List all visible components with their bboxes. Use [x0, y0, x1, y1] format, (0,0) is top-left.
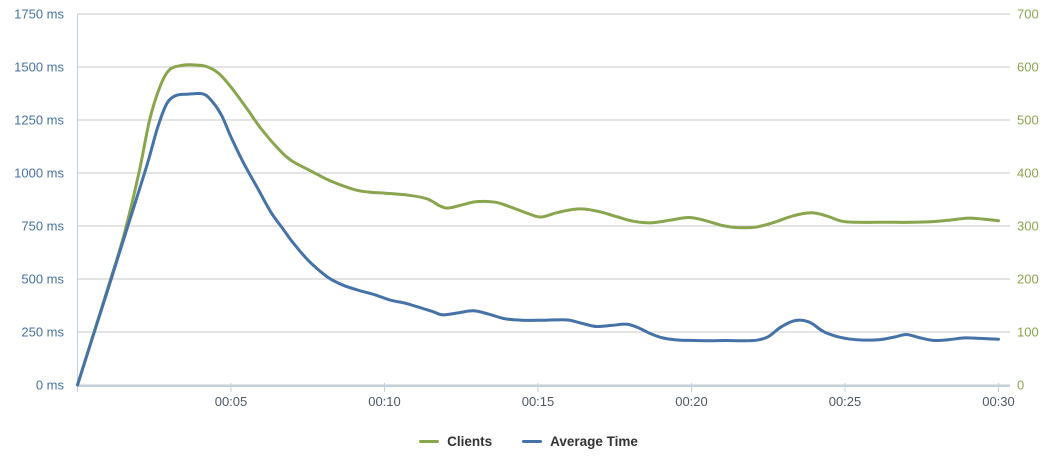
x-axis-label: 00:30 — [982, 394, 1015, 409]
y-axis-left-label: 750 ms — [21, 219, 64, 234]
y-axis-right-label: 400 — [1017, 166, 1039, 181]
clients-line-swatch — [419, 440, 440, 443]
legend-item-average-time[interactable]: Average Time — [522, 434, 638, 449]
y-axis-right-label: 0 — [1017, 378, 1024, 393]
x-axis-label: 00:10 — [368, 394, 401, 409]
y-axis-right-label: 500 — [1017, 113, 1039, 128]
x-axis-label: 00:15 — [522, 394, 555, 409]
y-axis-left-label: 0 ms — [36, 378, 65, 393]
y-axis-right-label: 300 — [1017, 219, 1039, 234]
y-axis-left-label: 1250 ms — [14, 113, 64, 128]
chart-canvas: 00:05 00:10 00:15 00:20 00:25 00:30 0 ms 250 ms… — [14, 7, 1039, 410]
y-axis-right-label: 600 — [1017, 60, 1039, 75]
y-axis-left-label: 500 ms — [21, 272, 64, 287]
y-axis-left-label: 250 ms — [21, 325, 64, 340]
y-axis-left-label: 1750 ms — [14, 7, 64, 22]
y-axis-right-label: 100 — [1017, 325, 1039, 340]
y-axis-left-label: 1000 ms — [14, 166, 64, 181]
x-axis-label: 00:20 — [675, 394, 708, 409]
y-axis-right-label: 200 — [1017, 272, 1039, 287]
x-axis-label: 00:25 — [829, 394, 862, 409]
legend-label-clients: Clients — [447, 434, 493, 449]
x-axis-label: 00:05 — [215, 394, 248, 409]
legend-label-average-time: Average Time — [550, 434, 638, 449]
average-time-line-swatch — [522, 440, 543, 443]
y-axis-right-label: 700 — [1017, 7, 1039, 22]
chart-legend: Clients Average Time — [0, 434, 1057, 449]
series-line-clients — [76, 63, 1000, 387]
legend-item-clients[interactable]: Clients — [419, 434, 492, 449]
y-axis-left-label: 1500 ms — [14, 60, 64, 75]
series-line-average-time — [76, 91, 1000, 387]
